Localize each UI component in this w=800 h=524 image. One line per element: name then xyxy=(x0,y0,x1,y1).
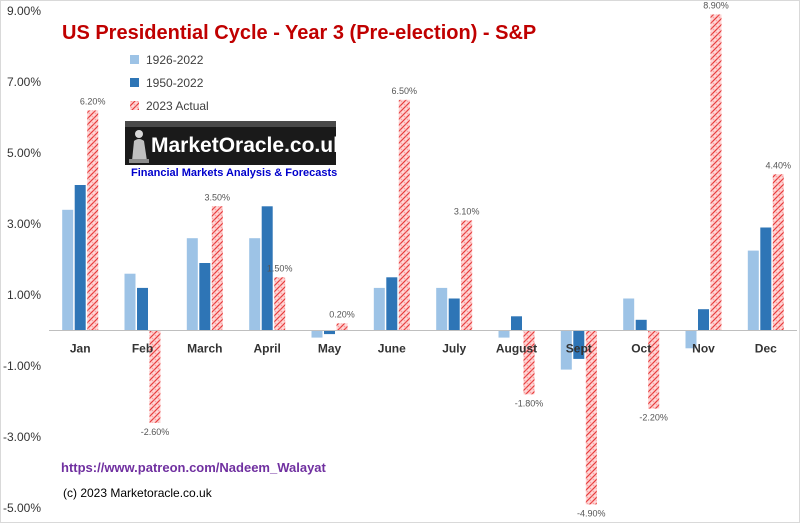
x-tick-label-Dec: Dec xyxy=(755,342,777,356)
x-tick-label-Oct: Oct xyxy=(631,342,651,356)
data-label-July: 3.10% xyxy=(454,206,480,216)
x-tick-label-August: August xyxy=(496,342,537,356)
bar-2023 Actual-June xyxy=(398,99,410,331)
bar-1926-2022-April xyxy=(249,238,261,331)
bar-1950-2022-Sept xyxy=(573,330,585,359)
bar-2023 Actual-Sept xyxy=(585,330,597,505)
y-axis: 9.00% 7.00% 5.00% 3.00% 1.00% -1.00% -3.00% -5.… xyxy=(3,4,41,515)
bar-1950-2022-July xyxy=(448,298,460,331)
bar-2023 Actual-August xyxy=(523,330,535,395)
data-label-April: 1.50% xyxy=(267,263,293,273)
y-tick-label: 5.00% xyxy=(7,146,41,160)
bar-1950-2022-Dec xyxy=(760,227,772,331)
y-tick-label: -5.00% xyxy=(3,501,41,515)
bar-1926-2022-Feb xyxy=(124,273,136,331)
x-tick-label-June: June xyxy=(378,342,406,356)
bars xyxy=(62,14,784,505)
bar-1926-2022-May xyxy=(311,330,323,338)
data-label-Jan: 6.20% xyxy=(80,96,106,106)
bar-1926-2022-August xyxy=(498,330,510,338)
x-tick-label-April: April xyxy=(254,342,281,356)
bar-1950-2022-Nov xyxy=(698,309,709,331)
bar-1926-2022-Oct xyxy=(623,298,635,331)
bar-1926-2022-June xyxy=(373,287,385,331)
data-label-Nov: 8.90% xyxy=(703,1,729,11)
y-tick-label: 9.00% xyxy=(7,4,41,18)
data-label-May: 0.20% xyxy=(329,309,355,319)
bar-2023 Actual-July xyxy=(461,220,473,331)
logo-tagline: Financial Markets Analysis & Forecasts xyxy=(131,167,337,179)
y-tick-label: -3.00% xyxy=(3,430,41,444)
x-tick-label-July: July xyxy=(442,342,466,356)
patreon-url: https://www.patreon.com/Nadeem_Walayat xyxy=(61,460,327,475)
bar-1926-2022-Dec xyxy=(747,250,759,331)
bar-1926-2022-March xyxy=(186,238,198,331)
bar-2023 Actual-April xyxy=(274,277,286,331)
x-tick-label-Jan: Jan xyxy=(70,342,91,356)
y-tick-label: 1.00% xyxy=(7,288,41,302)
data-label-Feb: -2.60% xyxy=(141,427,170,437)
data-label-Oct: -2.20% xyxy=(639,413,668,423)
data-label-August: -1.80% xyxy=(515,398,544,408)
data-label-March: 3.50% xyxy=(205,192,231,202)
legend-swatch-1926 xyxy=(130,55,139,64)
bar-2023 Actual-Dec xyxy=(772,174,784,331)
bar-2023 Actual-Jan xyxy=(87,110,99,331)
x-tick-label-May: May xyxy=(318,342,342,356)
legend-swatch-1950 xyxy=(130,78,139,87)
bar-1950-2022-Oct xyxy=(635,319,647,331)
bar-1950-2022-March xyxy=(199,263,211,331)
bar-2023 Actual-March xyxy=(211,206,223,331)
bar-1926-2022-Sept xyxy=(560,330,572,370)
bar-1950-2022-April xyxy=(261,206,273,331)
x-tick-label-Sept: Sept xyxy=(566,342,592,356)
data-labels: 6.20% -2.60% 3.50% 1.50% 0.20% 6.50% 3.10% -1.8… xyxy=(80,1,791,519)
bar-1926-2022-Jan xyxy=(62,209,74,331)
legend-swatch-2023 xyxy=(130,101,139,110)
y-tick-label: 3.00% xyxy=(7,217,41,231)
logo-background xyxy=(125,121,336,165)
data-label-June: 6.50% xyxy=(392,86,418,96)
oracle-statue-icon xyxy=(129,130,149,163)
logo-shine xyxy=(125,121,336,127)
bar-1950-2022-Jan xyxy=(74,185,86,331)
y-tick-label: 7.00% xyxy=(7,75,41,89)
data-label-Sept: -4.90% xyxy=(577,509,606,519)
marketoracle-logo: MarketOracle.co.uk Financial Markets Ana… xyxy=(125,121,345,179)
bar-2023 Actual-May xyxy=(336,323,348,331)
bar-1926-2022-July xyxy=(436,287,448,331)
bar-2023 Actual-Nov xyxy=(710,14,722,331)
legend-label-1950: 1950-2022 xyxy=(146,76,204,90)
logo-name: MarketOracle.co.uk xyxy=(151,134,345,157)
bar-1926-2022-Nov xyxy=(685,330,697,349)
legend-label-2023: 2023 Actual xyxy=(146,99,209,113)
x-tick-label-Nov: Nov xyxy=(692,342,715,356)
data-label-Dec: 4.40% xyxy=(766,160,792,170)
x-tick-label-Feb: Feb xyxy=(132,342,153,356)
bar-2023 Actual-Oct xyxy=(648,330,660,409)
y-tick-label: -1.00% xyxy=(3,359,41,373)
chart-title: US Presidential Cycle - Year 3 (Pre-elec… xyxy=(62,22,536,44)
x-axis: Jan Feb March April May June July August Sept Oct… xyxy=(70,342,777,356)
bar-2023 Actual-Feb xyxy=(149,330,161,423)
x-tick-label-March: March xyxy=(187,342,222,356)
bar-1950-2022-August xyxy=(511,316,522,331)
bar-1950-2022-June xyxy=(386,277,398,331)
legend: 1926-2022 1950-2022 2023 Actual xyxy=(130,53,209,113)
copyright-text: (c) 2023 Marketoracle.co.uk xyxy=(63,486,213,500)
legend-label-1926: 1926-2022 xyxy=(146,53,204,67)
bar-1950-2022-May xyxy=(324,330,335,335)
bar-1950-2022-Feb xyxy=(137,287,148,331)
